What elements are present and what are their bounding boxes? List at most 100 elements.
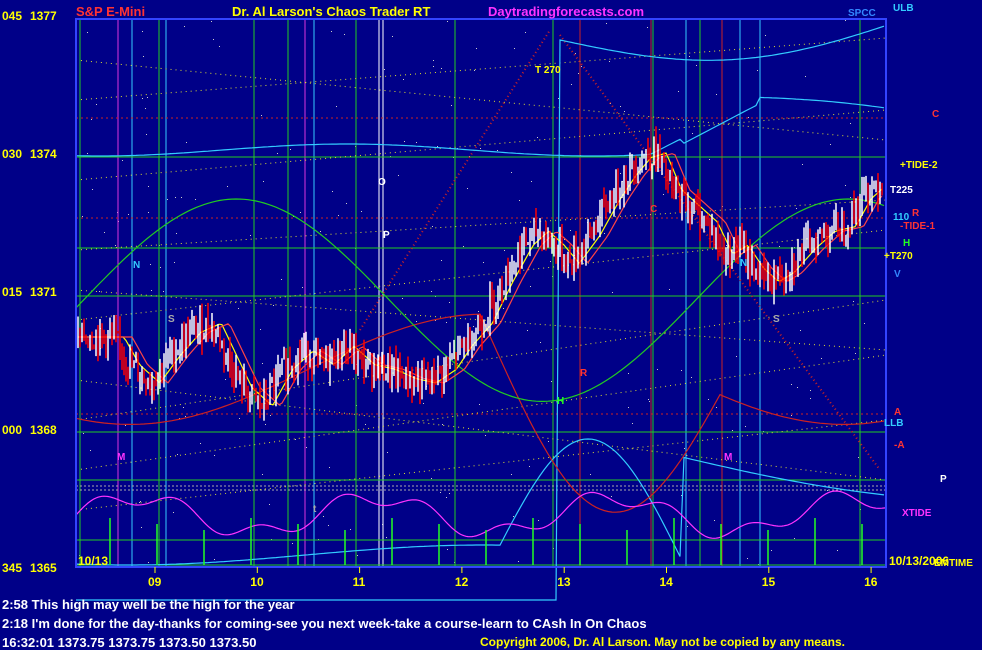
star: [609, 61, 610, 62]
star: [529, 466, 530, 467]
star: [628, 373, 629, 374]
star: [142, 98, 143, 99]
star: [726, 245, 727, 246]
star: [211, 21, 212, 22]
star: [497, 150, 498, 151]
star: [480, 148, 481, 149]
star: [146, 134, 147, 135]
star: [540, 342, 541, 343]
star: [181, 197, 182, 198]
star: [115, 245, 116, 246]
star: [260, 329, 261, 330]
star: [791, 384, 792, 385]
star: [571, 84, 572, 85]
star: [794, 538, 795, 539]
star: [446, 497, 447, 498]
star: [527, 330, 528, 331]
y-tick-code: 045: [2, 9, 22, 23]
star: [689, 56, 690, 57]
star: [122, 160, 123, 161]
x-tick-label: 12: [455, 575, 469, 589]
trend-line-dotted: [75, 199, 887, 251]
star: [663, 194, 664, 195]
star: [416, 142, 417, 143]
y-tick-code: 345: [2, 561, 22, 575]
star: [624, 111, 625, 112]
star: [148, 212, 149, 213]
star: [384, 69, 385, 70]
right-label: ULB: [893, 3, 914, 14]
star: [716, 407, 717, 408]
star: [184, 26, 185, 27]
star: [87, 32, 88, 33]
star: [610, 103, 611, 104]
plot-label: H: [557, 396, 564, 407]
star: [525, 32, 526, 33]
star: [692, 133, 693, 134]
star: [262, 363, 263, 364]
star: [691, 377, 692, 378]
star: [628, 407, 629, 408]
y-tick-price: 1374: [30, 147, 57, 161]
plot-label: T 270: [535, 65, 561, 76]
star: [447, 549, 448, 550]
star: [92, 189, 93, 190]
star: [558, 98, 559, 99]
trend-line-dotted: [75, 419, 887, 511]
star: [548, 441, 549, 442]
plot-label: O: [378, 177, 386, 188]
star: [225, 379, 226, 380]
star: [139, 502, 140, 503]
star: [797, 387, 798, 388]
star: [387, 452, 388, 453]
price-bars: [77, 126, 883, 421]
star: [200, 443, 201, 444]
star: [99, 291, 100, 292]
plot-label: S: [773, 314, 780, 325]
message-line-1: 2:58 This high may well be the high for …: [2, 597, 295, 612]
y-tick-code: 000: [2, 423, 22, 437]
star: [474, 70, 475, 71]
star: [791, 415, 792, 416]
x-tick-label: 14: [660, 575, 674, 589]
star: [611, 496, 612, 497]
star: [441, 68, 442, 69]
right-label: -A: [894, 440, 905, 451]
star: [620, 173, 621, 174]
y-tick-price: 1368: [30, 423, 57, 437]
plot-label: S: [168, 314, 175, 325]
star: [344, 34, 345, 35]
star: [830, 144, 831, 145]
star: [483, 262, 484, 263]
star: [148, 186, 149, 187]
star: [747, 558, 748, 559]
star: [145, 108, 146, 109]
star: [604, 233, 605, 234]
plot-label: N: [133, 260, 140, 271]
star: [821, 358, 822, 359]
star: [796, 208, 797, 209]
star: [550, 261, 551, 262]
x-tick-label: 13: [557, 575, 571, 589]
star: [87, 153, 88, 154]
star: [82, 216, 83, 217]
trend-line-dotted: [75, 379, 887, 481]
plot-label: M: [724, 452, 732, 463]
right-label: 110: [893, 212, 910, 223]
star: [306, 447, 307, 448]
star: [290, 149, 291, 150]
star: [179, 418, 180, 419]
star: [104, 232, 105, 233]
trend-line-dotted: [75, 37, 887, 101]
star: [437, 146, 438, 147]
star: [167, 199, 168, 200]
star: [398, 175, 399, 176]
right-label: EMTIME: [934, 558, 973, 569]
right-label: R: [912, 208, 920, 219]
y-tick-price: 1365: [30, 561, 57, 575]
star: [606, 23, 607, 24]
star: [837, 550, 838, 551]
x-axis: 09 10 11 12 13 14 15 16: [148, 567, 878, 589]
star: [183, 407, 184, 408]
right-label: T225: [890, 185, 913, 196]
